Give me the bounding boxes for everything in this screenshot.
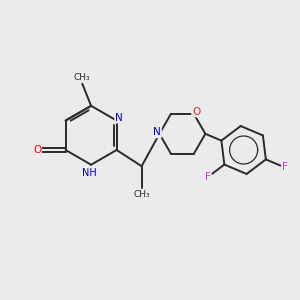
Text: F: F xyxy=(282,162,288,172)
Text: CH₃: CH₃ xyxy=(74,73,91,82)
Text: F: F xyxy=(205,172,211,182)
Text: NH: NH xyxy=(82,168,97,178)
Text: N: N xyxy=(153,127,161,137)
Text: O: O xyxy=(192,106,200,117)
Text: O: O xyxy=(33,145,41,155)
Text: CH₃: CH₃ xyxy=(133,190,150,199)
Text: N: N xyxy=(115,112,123,123)
